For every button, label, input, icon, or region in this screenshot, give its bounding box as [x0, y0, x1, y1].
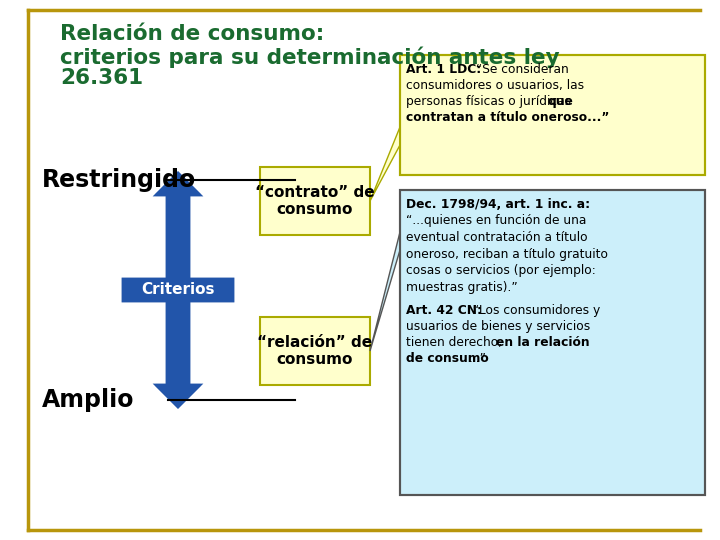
Polygon shape [370, 232, 400, 351]
Text: “Los consumidores y: “Los consumidores y [469, 304, 600, 317]
Text: de consumo: de consumo [406, 352, 489, 365]
Polygon shape [370, 127, 400, 201]
Text: Dec. 1798/94, art. 1 inc. a:: Dec. 1798/94, art. 1 inc. a: [406, 198, 590, 211]
FancyBboxPatch shape [260, 167, 370, 235]
Text: “...quienes en función de una
eventual contratación a título
oneroso, reciban a : “...quienes en función de una eventual c… [406, 214, 608, 294]
Text: Amplio: Amplio [42, 388, 135, 412]
Text: Relación de consumo:: Relación de consumo: [60, 24, 324, 44]
Text: Criterios: Criterios [141, 282, 215, 298]
Text: tienen derecho,: tienen derecho, [406, 336, 506, 349]
Text: consumidores o usuarios, las: consumidores o usuarios, las [406, 79, 584, 92]
Text: contratan a título oneroso...”: contratan a título oneroso...” [406, 111, 609, 124]
Text: personas físicas o jurídicas: personas físicas o jurídicas [406, 95, 575, 108]
FancyBboxPatch shape [400, 190, 705, 495]
Text: usuarios de bienes y servicios: usuarios de bienes y servicios [406, 320, 590, 333]
Text: “contrato” de
consumo: “contrato” de consumo [255, 185, 375, 217]
Text: que: que [548, 95, 574, 108]
Polygon shape [123, 173, 233, 407]
Text: “Se consideran: “Se consideran [472, 63, 569, 76]
Text: criterios para su determinación antes ley: criterios para su determinación antes le… [60, 46, 559, 68]
Text: Art. 42 CN:: Art. 42 CN: [406, 304, 482, 317]
FancyBboxPatch shape [400, 55, 705, 175]
Text: Restringido: Restringido [42, 168, 197, 192]
Text: ...”: ...” [469, 352, 487, 365]
Text: 26.361: 26.361 [60, 68, 143, 88]
Text: en la relación: en la relación [496, 336, 590, 349]
Text: Art. 1 LDC:: Art. 1 LDC: [406, 63, 481, 76]
Text: “relación” de
consumo: “relación” de consumo [258, 335, 372, 367]
FancyBboxPatch shape [260, 317, 370, 385]
